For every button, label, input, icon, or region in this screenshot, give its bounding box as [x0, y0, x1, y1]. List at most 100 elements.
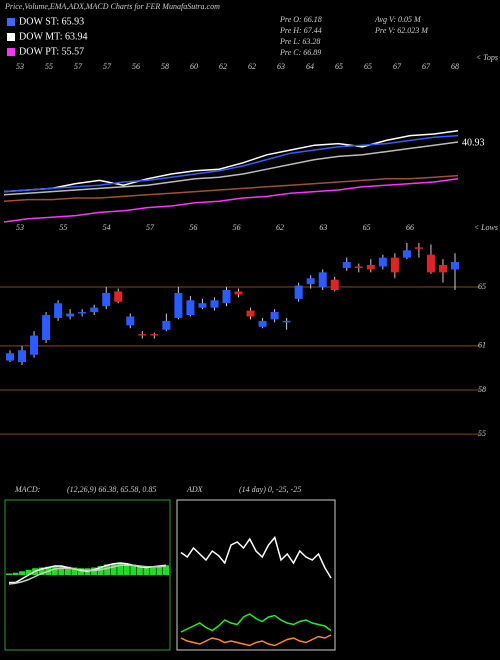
x-label: 53	[16, 62, 24, 71]
chart-title: Price,Volume,EMA,ADX,MACD Charts for FER…	[4, 2, 220, 11]
series-line	[180, 535, 332, 579]
panel-title: MACD:	[14, 485, 41, 494]
candle-body	[270, 312, 279, 320]
x-label: 62	[219, 62, 227, 71]
candle-body	[114, 291, 123, 302]
histogram-bar	[19, 571, 26, 575]
candle-body	[54, 303, 63, 318]
histogram-bar	[38, 567, 45, 575]
histogram-bar	[58, 566, 65, 575]
candle-body	[414, 247, 423, 249]
histogram-bar	[71, 567, 78, 575]
x-label: 55	[59, 223, 67, 232]
histogram-bar	[163, 565, 169, 575]
candle-body	[402, 250, 411, 258]
panel-subtitle: (12,26,9) 66.38, 65.58, 0.85	[67, 485, 156, 494]
candle-body	[30, 335, 39, 355]
histogram-bar	[77, 568, 84, 575]
candle-body	[162, 320, 171, 330]
candle-body	[222, 290, 231, 304]
x-label: 55	[45, 62, 53, 71]
candle-body	[438, 265, 447, 273]
candle-body	[90, 307, 99, 313]
histogram-bar	[64, 566, 71, 575]
corner-label: < Tops	[476, 53, 498, 62]
candle-body	[6, 353, 14, 361]
legend-label: DOW MT: 63.94	[19, 31, 87, 42]
candle-body	[150, 334, 159, 336]
candle-body	[378, 257, 387, 267]
series-line	[3, 141, 459, 196]
candle-body	[210, 300, 219, 308]
candle-body	[126, 316, 135, 326]
x-label: 56	[189, 223, 197, 232]
candle-body	[342, 262, 351, 268]
x-label: 66	[406, 223, 414, 232]
candle-body	[102, 292, 111, 307]
panel-frame	[4, 499, 171, 651]
x-label: 57	[74, 62, 83, 71]
candle-body	[198, 303, 207, 308]
x-label: 60	[190, 62, 198, 71]
candle-body	[294, 285, 303, 299]
candle-body	[318, 272, 327, 288]
series-line	[3, 130, 459, 193]
x-label: 62	[248, 62, 256, 71]
stat: Pre O: 66.18	[279, 15, 322, 24]
candle-body	[258, 320, 267, 327]
histogram-bar	[130, 564, 137, 575]
x-label: 63	[319, 223, 327, 232]
x-label: 54	[103, 223, 111, 232]
panel-frame	[176, 499, 336, 651]
histogram-bar	[149, 566, 156, 575]
x-label: 57	[146, 223, 155, 232]
y-tick-label: 61	[478, 341, 486, 350]
x-label: 62	[276, 223, 284, 232]
candle-body	[186, 300, 195, 315]
series-line	[180, 613, 332, 633]
panel-subtitle: (14 day) 0, -25, -25	[239, 485, 301, 494]
histogram-bar	[136, 566, 143, 575]
x-label: 67	[422, 62, 431, 71]
candle-body	[138, 334, 147, 336]
histogram-bar	[143, 566, 150, 575]
corner-label: < Lows	[474, 223, 498, 232]
candle-body	[78, 312, 87, 314]
stat: Avg V: 0.05 M	[374, 15, 422, 24]
histogram-bar	[110, 563, 117, 575]
histogram-bar	[25, 569, 32, 575]
x-label: 67	[393, 62, 402, 71]
x-label: 57	[103, 62, 112, 71]
series-line	[180, 634, 332, 647]
legend-swatch	[7, 18, 15, 26]
histogram-bar	[6, 573, 12, 575]
y-tick-label: 65	[478, 282, 486, 291]
stat: Pre H: 67.44	[279, 26, 322, 35]
candle-body	[390, 257, 399, 273]
y-tick-label: 55	[478, 429, 486, 438]
candle-body	[282, 320, 291, 323]
histogram-bar	[123, 563, 130, 575]
legend-swatch	[7, 33, 15, 41]
x-label: 58	[161, 62, 169, 71]
x-label: 65	[335, 62, 343, 71]
histogram-bar	[12, 572, 19, 575]
legend-label: DOW ST: 65.93	[19, 16, 84, 27]
candle-body	[174, 292, 183, 318]
x-label: 56	[132, 62, 140, 71]
x-label: 63	[277, 62, 285, 71]
histogram-bar	[156, 566, 163, 575]
x-label: 65	[364, 62, 372, 71]
stat: Pre L: 63.28	[279, 37, 320, 46]
x-label: 56	[233, 223, 241, 232]
histogram-bar	[51, 566, 58, 575]
candle-body	[306, 278, 315, 285]
series-line	[3, 178, 459, 223]
candle-body	[330, 279, 339, 290]
value-annotation: 40.93	[462, 137, 485, 148]
stat: Pre V: 62.023 M	[374, 26, 429, 35]
y-tick-label: 58	[478, 385, 486, 394]
series-line	[3, 134, 459, 193]
